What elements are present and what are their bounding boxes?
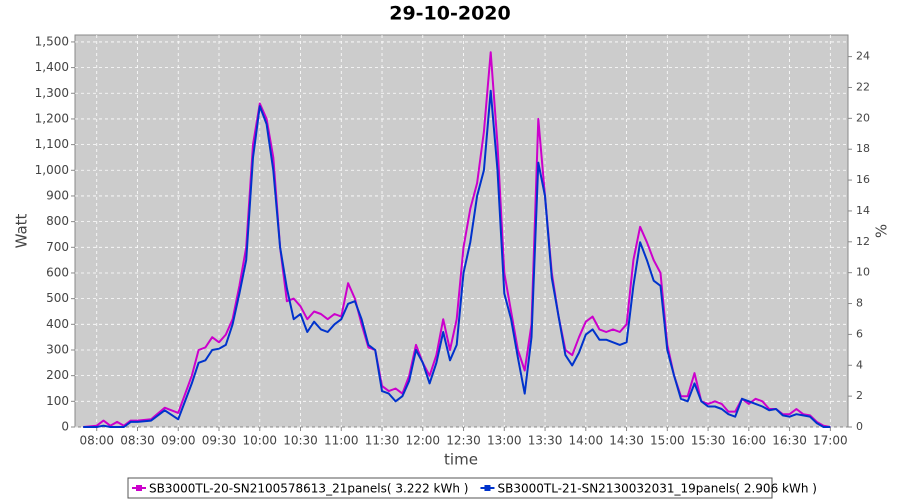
y-tick-label: 1,400 — [35, 60, 69, 74]
x-tick-label: 09:00 — [161, 434, 196, 448]
x-tick-label: 12:30 — [446, 434, 481, 448]
y-tick-label: 200 — [46, 368, 69, 382]
series-line — [83, 51, 831, 428]
y2-tick-label: 6 — [856, 327, 863, 340]
plot-area — [74, 34, 849, 428]
x-tick-label: 17:00 — [813, 434, 848, 448]
x-axis-title: time — [444, 451, 478, 469]
x-tick-label: 12:00 — [405, 434, 440, 448]
x-tick-label: 10:00 — [242, 434, 277, 448]
x-tick-label: 15:00 — [650, 434, 685, 448]
legend-marker — [136, 485, 142, 491]
y2-axis-title: % — [873, 224, 891, 238]
legend-marker — [484, 485, 491, 491]
y-axis-title: Watt — [13, 213, 31, 248]
y2-tick-label: 14 — [856, 204, 870, 217]
x-tick-label: 10:30 — [283, 434, 318, 448]
x-tick-label: 09:30 — [202, 434, 237, 448]
legend-label: SB3000TL-21-SN2130032031_19panels( 2.906… — [497, 482, 816, 496]
y-tick-label: 600 — [46, 265, 69, 279]
y2-tick-label: 0 — [856, 420, 863, 433]
x-tick-label: 08:00 — [79, 434, 114, 448]
x-tick-label: 16:00 — [732, 434, 767, 448]
y-tick-label: 1,200 — [35, 111, 69, 125]
x-tick-label: 15:30 — [691, 434, 726, 448]
x-tick-label: 14:30 — [609, 434, 644, 448]
x-tick-label: 14:00 — [569, 434, 604, 448]
y2-tick-label: 18 — [856, 142, 870, 155]
y-tick-label: 700 — [46, 240, 69, 254]
y-tick-label: 300 — [46, 342, 69, 356]
legend — [127, 477, 773, 499]
y-tick-label: 400 — [46, 317, 69, 331]
y-tick-label: 1,500 — [35, 34, 69, 48]
y-tick-label: 1,300 — [35, 86, 69, 100]
y-tick-label: 0 — [61, 420, 69, 434]
y-tick-label: 100 — [46, 394, 69, 408]
y-tick-label: 500 — [46, 291, 69, 305]
y2-tick-label: 20 — [856, 111, 870, 124]
y2-tick-label: 12 — [856, 235, 870, 248]
x-tick-label: 16:30 — [772, 434, 807, 448]
x-tick-label: 11:30 — [365, 434, 400, 448]
x-tick-label: 13:30 — [528, 434, 563, 448]
series-line — [83, 89, 831, 428]
y2-tick-label: 24 — [856, 50, 870, 63]
y-tick-label: 800 — [46, 214, 69, 228]
chart-title: 29-10-2020 — [389, 3, 511, 25]
y2-tick-label: 10 — [856, 266, 870, 279]
y2-tick-label: 2 — [856, 389, 863, 402]
y-tick-label: 1,100 — [35, 137, 69, 151]
legend-label: SB3000TL-20-SN2100578613_21panels( 3.222… — [149, 482, 468, 496]
y2-tick-label: 22 — [856, 80, 870, 93]
x-tick-label: 11:00 — [324, 434, 359, 448]
y2-tick-label: 8 — [856, 297, 863, 310]
y2-tick-label: 16 — [856, 173, 870, 186]
y2-tick-label: 4 — [856, 358, 863, 371]
y-tick-label: 900 — [46, 188, 69, 202]
y-tick-label: 1,000 — [35, 163, 69, 177]
x-tick-label: 08:30 — [120, 434, 155, 448]
x-tick-label: 13:00 — [487, 434, 522, 448]
